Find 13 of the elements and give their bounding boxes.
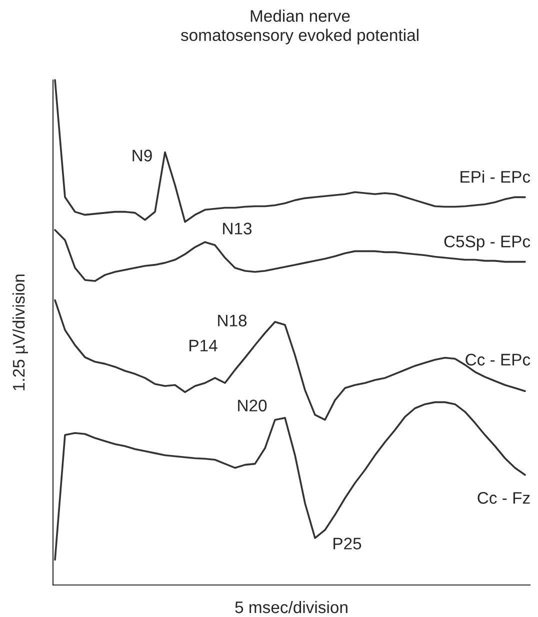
y-axis-title: 1.25 µV/division bbox=[12, 274, 28, 390]
series-label: Cc - Fz bbox=[478, 492, 530, 504]
annotation: N13 bbox=[223, 222, 252, 234]
annotation: N20 bbox=[238, 400, 267, 412]
annotation: P14 bbox=[190, 340, 218, 352]
annotation: N9 bbox=[132, 150, 152, 162]
series-label: Cc - EPc bbox=[466, 354, 530, 366]
series-label: C5Sp - EPc bbox=[444, 236, 530, 251]
chart-title: Median nerve somatosensory evoked potential bbox=[180, 10, 418, 44]
annotation: N18 bbox=[218, 314, 247, 326]
series-label: EPi - EPc bbox=[460, 170, 530, 183]
x-axis-title: 5 msec/division bbox=[235, 600, 348, 614]
annotation: P25 bbox=[334, 538, 362, 550]
